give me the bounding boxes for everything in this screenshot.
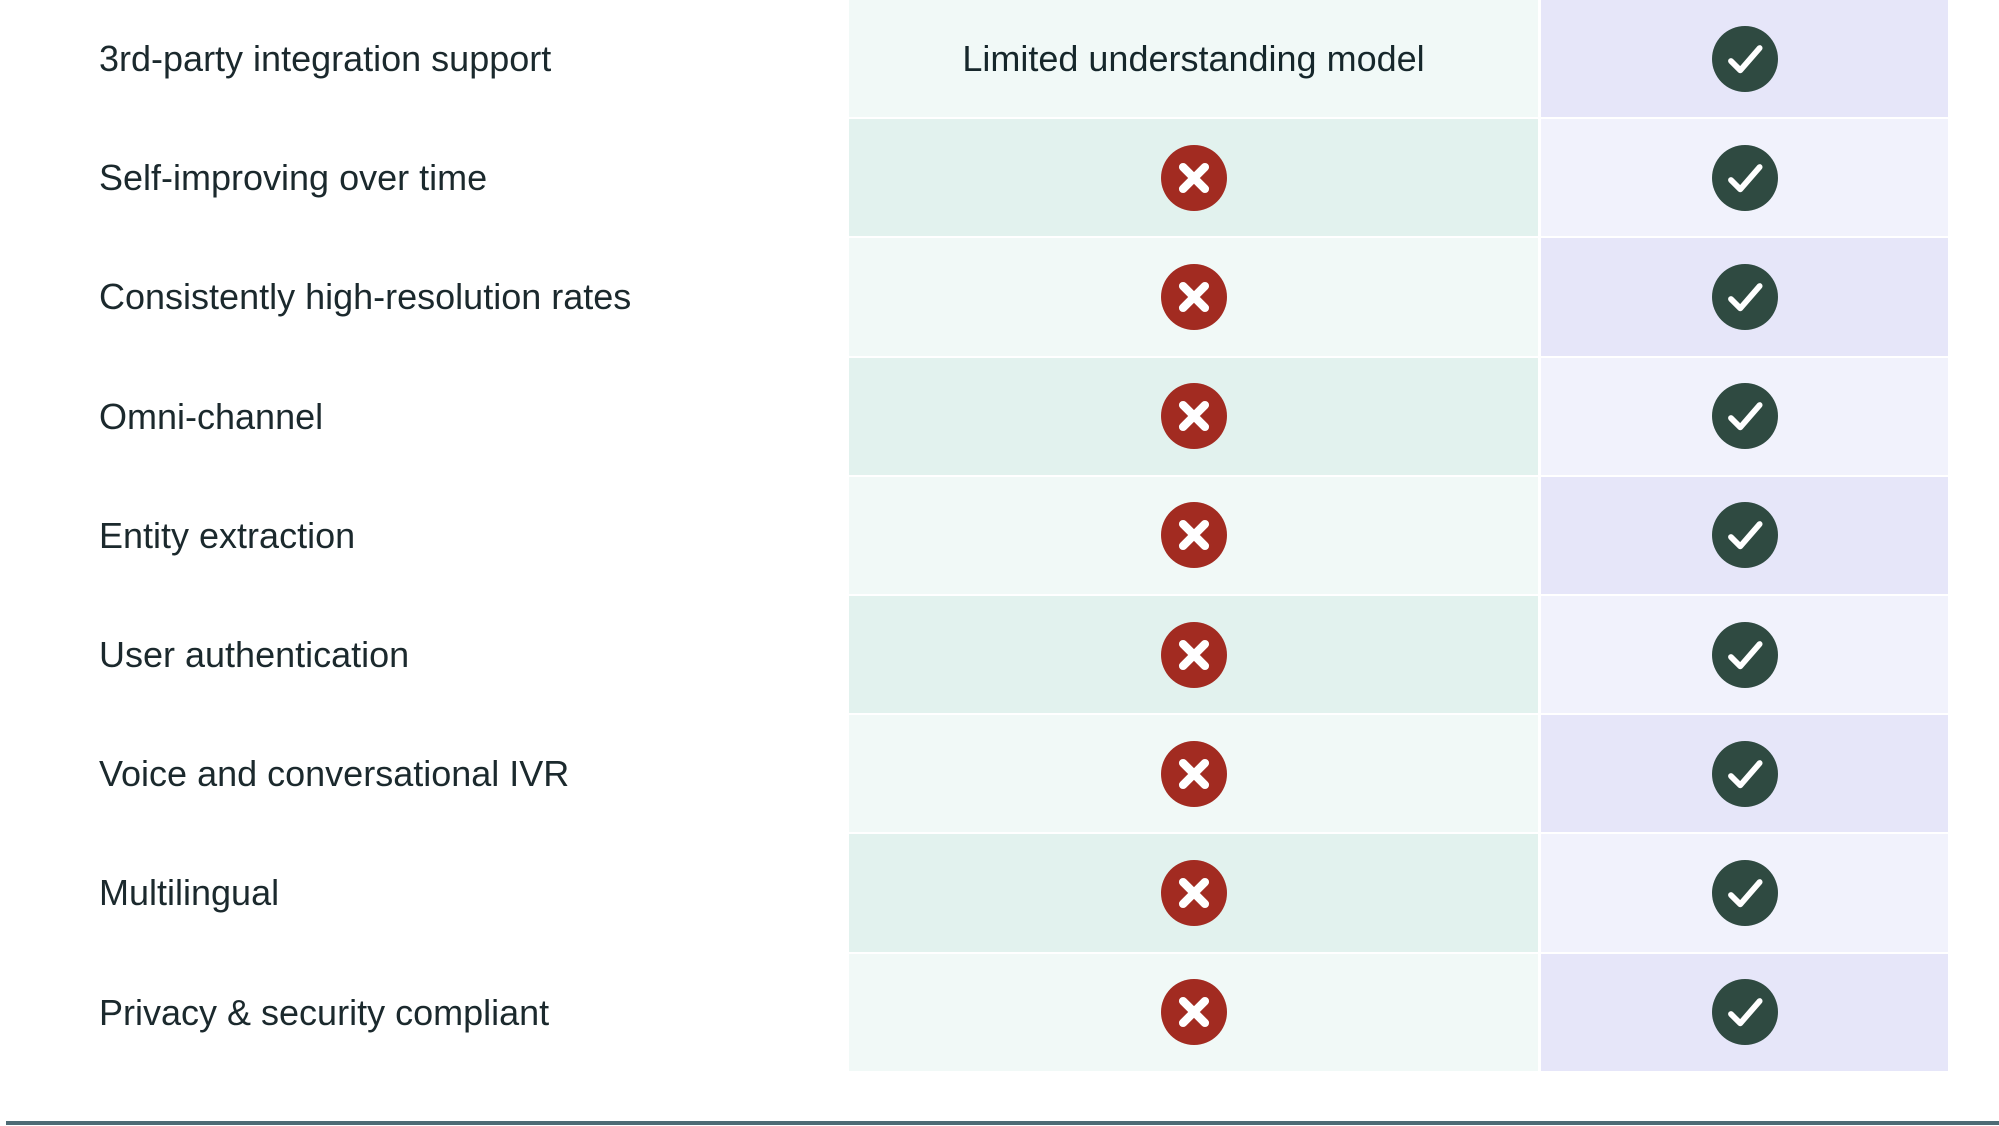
product-cell — [1538, 238, 1948, 356]
check-icon — [1711, 502, 1778, 569]
product-cell — [1538, 834, 1948, 952]
feature-label: 3rd-party integration support — [0, 0, 849, 118]
check-icon — [1711, 859, 1778, 926]
competitor-cell — [849, 595, 1538, 714]
feature-label: Voice and conversational IVR — [0, 715, 849, 833]
competitor-cell — [849, 119, 1538, 237]
table-row: Entity extraction — [0, 476, 1999, 594]
competitor-cell — [849, 238, 1538, 356]
table-row: Consistently high-resolution rates — [0, 238, 1999, 356]
check-icon — [1711, 25, 1778, 92]
cross-icon — [1160, 621, 1227, 688]
table-row: Self-improving over time — [0, 119, 1999, 237]
bottom-divider — [6, 1121, 1999, 1125]
product-cell — [1538, 953, 1948, 1071]
check-icon — [1711, 383, 1778, 450]
competitor-cell — [849, 476, 1538, 594]
competitor-note: Limited understanding model — [962, 37, 1425, 79]
table-row: User authentication — [0, 595, 1999, 714]
table-row: Voice and conversational IVR — [0, 715, 1999, 833]
comparison-rows: 3rd-party integration support Limited und… — [0, 0, 1999, 1071]
cross-icon — [1160, 263, 1227, 330]
table-row: Privacy & security compliant — [0, 953, 1999, 1071]
feature-label: Privacy & security compliant — [0, 953, 849, 1071]
product-cell — [1538, 0, 1948, 118]
table-row: Multilingual — [0, 834, 1999, 952]
check-icon — [1711, 621, 1778, 688]
feature-label: Omni-channel — [0, 357, 849, 475]
feature-label: User authentication — [0, 595, 849, 714]
table-row: 3rd-party integration support Limited und… — [0, 0, 1999, 118]
check-icon — [1711, 144, 1778, 211]
product-cell — [1538, 119, 1948, 237]
feature-label: Consistently high-resolution rates — [0, 238, 849, 356]
check-icon — [1711, 263, 1778, 330]
table-row: Omni-channel — [0, 357, 1999, 475]
cross-icon — [1160, 740, 1227, 807]
product-cell — [1538, 595, 1948, 714]
product-cell — [1538, 715, 1948, 833]
product-cell — [1538, 357, 1948, 475]
feature-label: Self-improving over time — [0, 119, 849, 237]
competitor-cell — [849, 834, 1538, 952]
competitor-cell — [849, 953, 1538, 1071]
cross-icon — [1160, 859, 1227, 926]
competitor-cell: Limited understanding model — [849, 0, 1538, 118]
cross-icon — [1160, 979, 1227, 1046]
competitor-cell — [849, 357, 1538, 475]
cross-icon — [1160, 502, 1227, 569]
feature-label: Multilingual — [0, 834, 849, 952]
check-icon — [1711, 740, 1778, 807]
competitor-cell — [849, 715, 1538, 833]
cross-icon — [1160, 383, 1227, 450]
product-cell — [1538, 476, 1948, 594]
check-icon — [1711, 979, 1778, 1046]
cross-icon — [1160, 144, 1227, 211]
feature-label: Entity extraction — [0, 476, 849, 594]
